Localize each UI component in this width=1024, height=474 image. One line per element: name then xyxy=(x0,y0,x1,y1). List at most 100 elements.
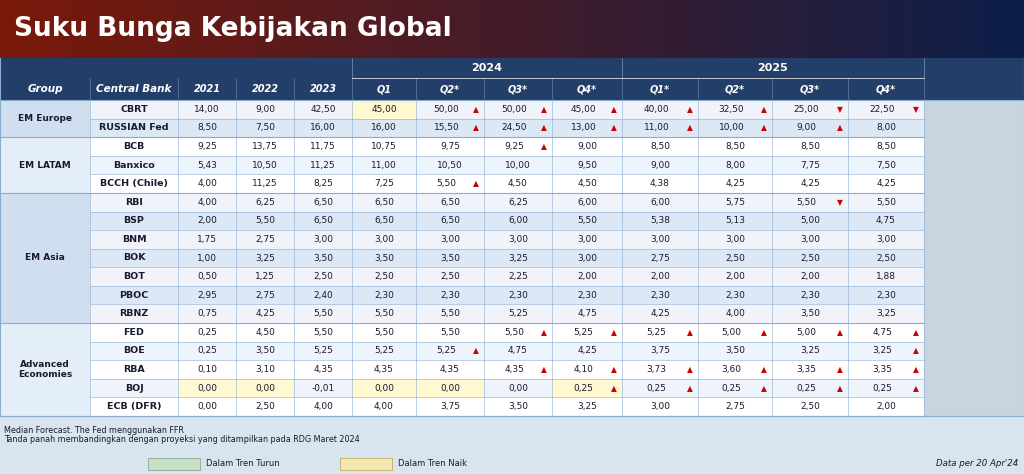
Text: 11,75: 11,75 xyxy=(310,142,336,151)
Text: 1,25: 1,25 xyxy=(255,272,274,281)
Text: BOK: BOK xyxy=(123,254,145,263)
Text: 2,00: 2,00 xyxy=(650,272,670,281)
Text: 4,35: 4,35 xyxy=(313,365,333,374)
Text: Dalam Tren Naik: Dalam Tren Naik xyxy=(398,459,467,468)
Text: 5,50: 5,50 xyxy=(374,328,394,337)
Text: 4,50: 4,50 xyxy=(578,179,597,188)
Text: 5,50: 5,50 xyxy=(577,216,597,225)
Text: ECB (DFR): ECB (DFR) xyxy=(106,402,161,411)
Text: ▲: ▲ xyxy=(541,142,547,151)
Text: 6,50: 6,50 xyxy=(374,198,394,207)
Text: 5,00: 5,00 xyxy=(797,328,816,337)
Text: ▼: ▼ xyxy=(837,198,843,207)
Text: 8,50: 8,50 xyxy=(800,142,820,151)
Text: 2,50: 2,50 xyxy=(440,272,460,281)
Text: 3,60: 3,60 xyxy=(722,365,741,374)
Text: 3,35: 3,35 xyxy=(797,365,816,374)
Text: 42,50: 42,50 xyxy=(310,105,336,114)
Text: 9,25: 9,25 xyxy=(505,142,524,151)
Bar xyxy=(90,323,924,342)
Text: 14,00: 14,00 xyxy=(195,105,220,114)
Text: 2,30: 2,30 xyxy=(725,291,744,300)
Bar xyxy=(0,58,1024,78)
Text: 3,00: 3,00 xyxy=(725,235,745,244)
Text: 5,50: 5,50 xyxy=(876,198,896,207)
Text: BSP: BSP xyxy=(124,216,144,225)
Text: Q3*: Q3* xyxy=(800,84,820,94)
Text: 3,00: 3,00 xyxy=(313,235,333,244)
Text: 4,50: 4,50 xyxy=(255,328,274,337)
Text: 7,50: 7,50 xyxy=(876,161,896,170)
Text: 2024: 2024 xyxy=(471,63,503,73)
Text: ▲: ▲ xyxy=(761,383,767,392)
Text: ▲: ▲ xyxy=(687,365,693,374)
Text: 3,75: 3,75 xyxy=(650,346,670,356)
Text: 4,25: 4,25 xyxy=(650,309,670,318)
Text: 4,00: 4,00 xyxy=(197,179,217,188)
Text: ▲: ▲ xyxy=(611,383,616,392)
Text: 2,30: 2,30 xyxy=(650,291,670,300)
Text: 16,00: 16,00 xyxy=(371,123,397,132)
Bar xyxy=(0,416,1024,474)
Text: 2,40: 2,40 xyxy=(313,291,333,300)
Text: 11,25: 11,25 xyxy=(310,161,336,170)
Text: ▲: ▲ xyxy=(541,105,547,114)
Text: 0,00: 0,00 xyxy=(440,383,460,392)
Text: 3,25: 3,25 xyxy=(877,309,896,318)
Text: 6,00: 6,00 xyxy=(650,198,670,207)
Text: ▲: ▲ xyxy=(611,365,616,374)
Text: 2,75: 2,75 xyxy=(255,235,274,244)
Bar xyxy=(352,100,416,118)
Text: CBRT: CBRT xyxy=(120,105,147,114)
Bar xyxy=(552,379,622,397)
Text: 5,25: 5,25 xyxy=(313,346,333,356)
Text: 45,00: 45,00 xyxy=(371,105,397,114)
Text: 3,50: 3,50 xyxy=(374,254,394,263)
Text: 2021: 2021 xyxy=(194,84,220,94)
Text: 7,25: 7,25 xyxy=(374,179,394,188)
Text: 2,30: 2,30 xyxy=(440,291,460,300)
Text: 2,00: 2,00 xyxy=(877,402,896,411)
Bar xyxy=(90,304,924,323)
Text: ▲: ▲ xyxy=(611,123,616,132)
Text: Dalam Tren Turun: Dalam Tren Turun xyxy=(206,459,280,468)
Text: ▲: ▲ xyxy=(913,365,919,374)
Text: 10,00: 10,00 xyxy=(505,161,530,170)
Text: 2,50: 2,50 xyxy=(255,402,274,411)
Text: 6,50: 6,50 xyxy=(313,216,333,225)
Bar xyxy=(236,379,294,397)
Text: 2,50: 2,50 xyxy=(313,272,333,281)
Text: 8,50: 8,50 xyxy=(197,123,217,132)
Text: Tanda panah membandingkan dengan proyeksi yang ditampilkan pada RDG Maret 2024: Tanda panah membandingkan dengan proyeks… xyxy=(4,435,359,444)
Text: 4,75: 4,75 xyxy=(508,346,528,356)
Text: 3,25: 3,25 xyxy=(800,346,820,356)
Text: 2,00: 2,00 xyxy=(800,272,820,281)
Text: 2,30: 2,30 xyxy=(578,291,597,300)
Bar xyxy=(90,360,924,379)
Bar xyxy=(0,78,1024,100)
Text: ▲: ▲ xyxy=(761,123,767,132)
Text: 4,38: 4,38 xyxy=(650,179,670,188)
Text: Q1*: Q1* xyxy=(650,84,670,94)
Text: Q1: Q1 xyxy=(377,84,391,94)
Text: 5,50: 5,50 xyxy=(797,198,816,207)
Text: -0,01: -0,01 xyxy=(311,383,335,392)
Text: ▲: ▲ xyxy=(913,383,919,392)
Text: 2,75: 2,75 xyxy=(650,254,670,263)
Bar xyxy=(416,379,484,397)
Text: 6,00: 6,00 xyxy=(577,198,597,207)
Text: ▲: ▲ xyxy=(913,346,919,356)
Bar xyxy=(0,323,90,416)
Text: ▲: ▲ xyxy=(837,328,843,337)
Text: 0,25: 0,25 xyxy=(573,383,594,392)
Text: 3,00: 3,00 xyxy=(577,235,597,244)
Text: 11,00: 11,00 xyxy=(644,123,670,132)
Text: 5,50: 5,50 xyxy=(440,309,460,318)
Text: 3,00: 3,00 xyxy=(508,235,528,244)
Text: Banxico: Banxico xyxy=(113,161,155,170)
Text: 2,50: 2,50 xyxy=(374,272,394,281)
Bar xyxy=(90,156,924,174)
Text: 3,00: 3,00 xyxy=(876,235,896,244)
Text: 0,25: 0,25 xyxy=(197,346,217,356)
Text: 3,50: 3,50 xyxy=(255,346,275,356)
